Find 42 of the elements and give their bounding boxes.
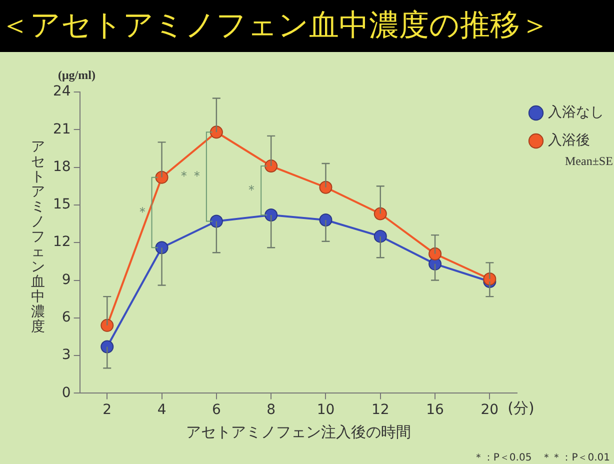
legend-label: 入浴なし (548, 104, 604, 121)
annotation: ＊＊ (177, 169, 204, 184)
point (428, 247, 442, 260)
y-tick-label: 0 (62, 384, 71, 401)
point (374, 207, 387, 220)
y-tick-label: 9 (62, 272, 71, 288)
point (264, 160, 278, 173)
x-axis-title: アセトアミノフェン注入後の時間 (186, 422, 411, 441)
point (264, 208, 278, 222)
text: アセトアミノフェン血中濃度 (31, 139, 45, 335)
y-tick-label: 21 (52, 121, 71, 138)
point (374, 230, 387, 243)
annotation: ＊ (245, 182, 258, 198)
legend-label: 入浴後 (548, 132, 590, 149)
x-tick-label: 16 (426, 402, 444, 418)
point (210, 126, 223, 139)
x-tick-label: 4 (157, 402, 166, 418)
x-tick-label: 20 (480, 402, 499, 418)
text: Mean±SE (565, 154, 613, 168)
point (100, 318, 114, 332)
y-tick-label: 15 (52, 196, 71, 213)
point (155, 241, 168, 254)
x-tick-label: 8 (266, 402, 276, 418)
y-tick-label: 3 (62, 347, 71, 364)
y-tick-label: 6 (62, 310, 71, 326)
point (210, 214, 223, 228)
x-tick-label: 10 (316, 402, 335, 418)
y-tick-label: 24 (52, 84, 71, 100)
text: (分) (508, 399, 534, 418)
x-tick-label: 6 (212, 402, 221, 418)
y-tick-label: 12 (52, 234, 71, 250)
point (319, 180, 332, 194)
point (155, 170, 168, 184)
y-tick-label: 18 (52, 158, 71, 175)
point (319, 214, 332, 227)
text: (μg/ml) (58, 68, 96, 82)
text: ＊：P＜0.05 ＊＊：P＜0.01 (473, 452, 610, 464)
x-tick-label: 2 (102, 402, 112, 418)
chart-title: ＜アセトアミノフェン血中濃度の推移＞ (0, 0, 614, 52)
x-tick-label: 12 (371, 402, 390, 418)
annotation: ＊ (136, 204, 149, 220)
point (100, 340, 114, 354)
